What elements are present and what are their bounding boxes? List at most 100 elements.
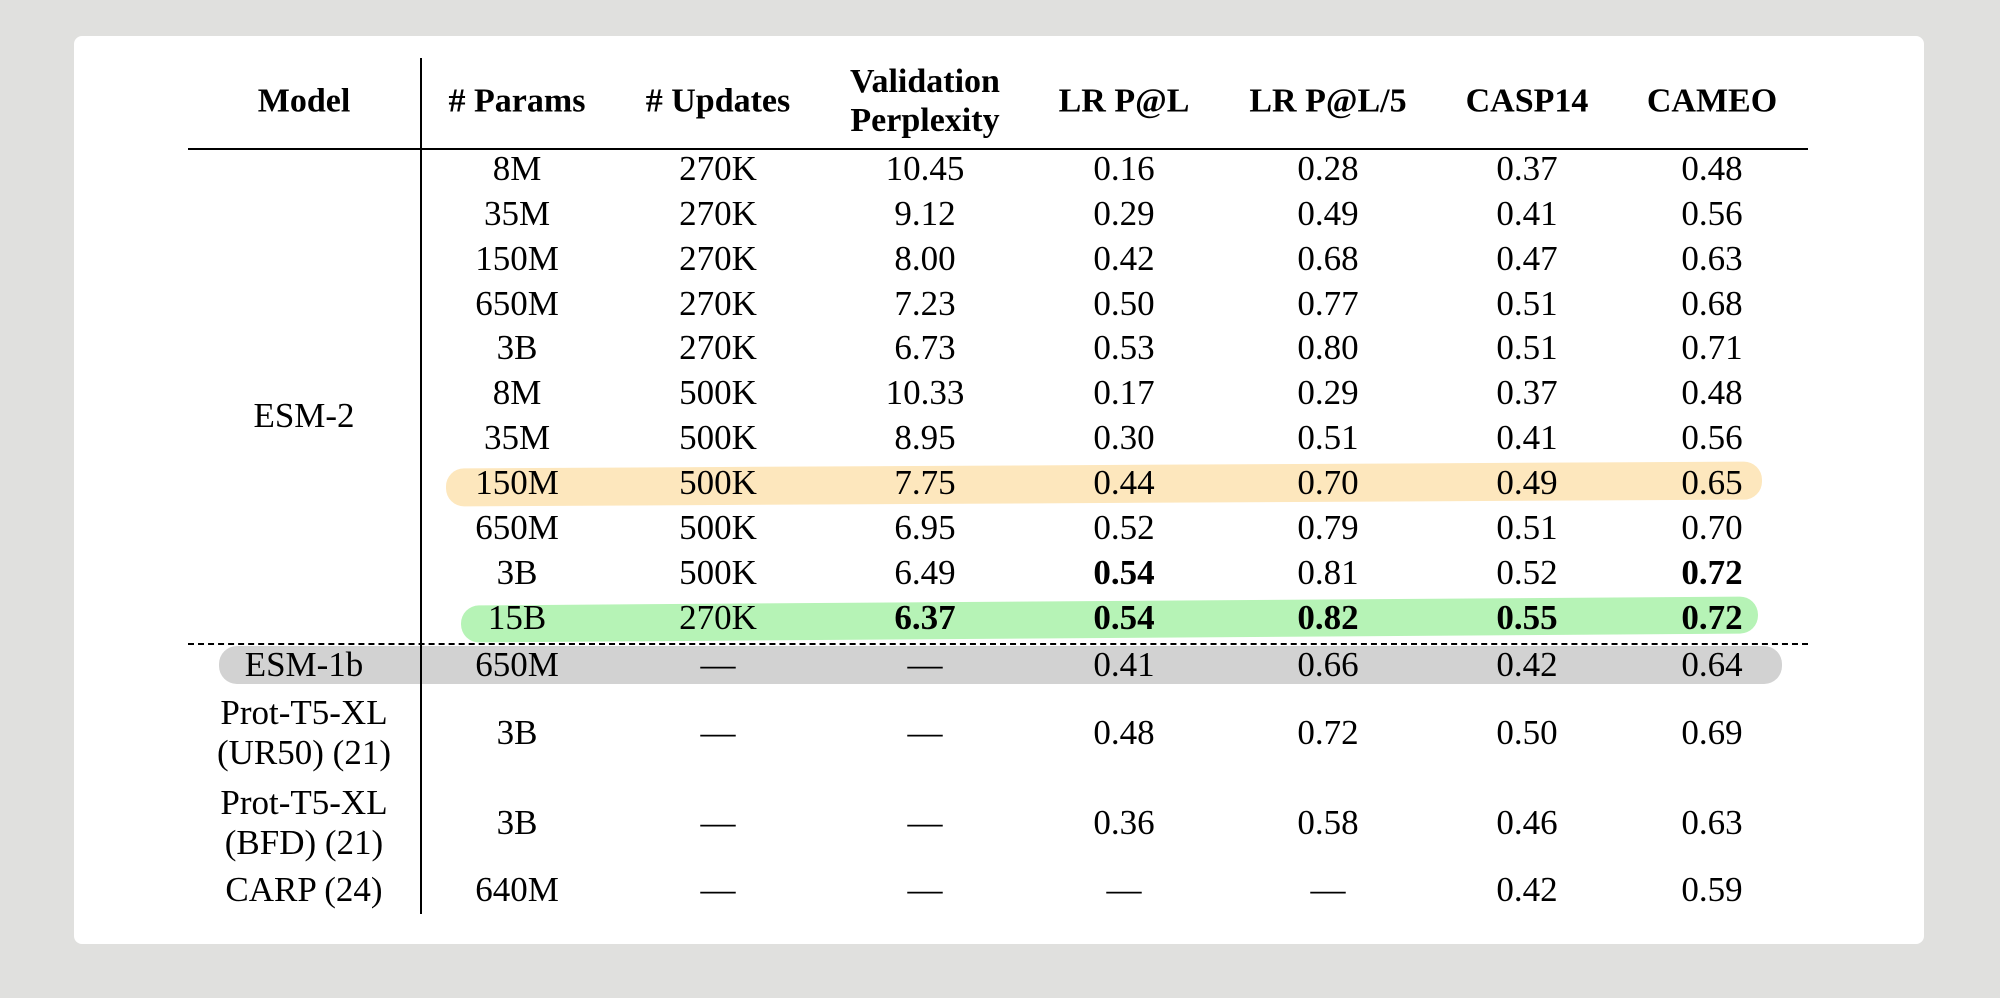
header-validation-perplexity: Validation Perplexity — [850, 62, 1000, 140]
table-cell: 0.41 — [1496, 417, 1558, 457]
table-cell: — — [1310, 869, 1346, 909]
header-rule — [188, 148, 1808, 150]
model-label: CARP (24) — [225, 870, 382, 910]
table-cell: 7.75 — [894, 462, 956, 502]
table-cell: 0.72 — [1681, 552, 1743, 592]
table-cell: 0.53 — [1093, 327, 1155, 367]
table-cell: 0.79 — [1297, 507, 1359, 547]
table-cell: 640M — [475, 869, 559, 909]
table-cell: 0.49 — [1496, 462, 1558, 502]
column-divider — [420, 58, 422, 914]
table-cell: 3B — [496, 552, 538, 592]
table-cell: — — [907, 802, 943, 842]
model-label-line: (UR50) (21) — [217, 733, 391, 772]
table-cell: 270K — [679, 283, 757, 323]
header-model: Model — [257, 82, 351, 120]
table-cell: 0.37 — [1496, 148, 1558, 188]
table-cell: 8.95 — [894, 417, 956, 457]
table-cell: 0.51 — [1496, 507, 1558, 547]
table-cell: 0.80 — [1297, 327, 1359, 367]
table-cell: 0.54 — [1093, 552, 1155, 592]
table-cell: — — [907, 712, 943, 752]
table-cell: 0.72 — [1297, 712, 1359, 752]
table-cell: 0.36 — [1093, 802, 1155, 842]
table-cell: 35M — [483, 193, 551, 233]
table-cell: 0.17 — [1093, 372, 1155, 412]
table-cell: 0.29 — [1297, 372, 1359, 412]
table-cell: 0.16 — [1093, 148, 1155, 188]
table-cell: 0.44 — [1093, 462, 1155, 502]
table-cell: 0.51 — [1297, 417, 1359, 457]
table-cell: 0.70 — [1297, 462, 1359, 502]
header-validation-perplexity-line: Validation — [850, 62, 1000, 100]
table-cell: 7.23 — [894, 283, 956, 323]
table-cell: 0.48 — [1681, 372, 1743, 412]
table-cell: 3B — [496, 327, 538, 367]
model-label-line: CARP (24) — [225, 869, 383, 909]
table-cell: 8M — [492, 372, 542, 412]
model-label: Prot-T5-XL (UR50) (21) — [217, 693, 391, 774]
table-cell: 0.48 — [1093, 712, 1155, 752]
table-cell: 0.65 — [1681, 462, 1743, 502]
table-cell: 0.42 — [1496, 869, 1558, 909]
highlight-esm1b — [219, 646, 1782, 684]
table-cell: — — [700, 869, 736, 909]
header-params: # Params — [448, 82, 586, 120]
table-cell: 0.37 — [1496, 372, 1558, 412]
table-cell: 0.55 — [1496, 597, 1558, 637]
table-cell: 0.54 — [1093, 597, 1155, 637]
model-label-esm-2: ESM-2 — [253, 395, 355, 435]
table-cell: 0.71 — [1681, 327, 1743, 367]
table-cell: 270K — [679, 193, 757, 233]
header-casp14: CASP14 — [1465, 82, 1589, 120]
table-cell: — — [1106, 869, 1142, 909]
table-cell: 650M — [475, 644, 559, 684]
table-cell: 0.63 — [1681, 238, 1743, 278]
model-label-line: (BFD) (21) — [224, 823, 384, 862]
table-cell: — — [907, 644, 943, 684]
table-cell: 8.00 — [894, 238, 956, 278]
table-cell: — — [907, 869, 943, 909]
table-cell: 0.68 — [1297, 238, 1359, 278]
table-cell: 500K — [679, 372, 757, 412]
table-cell: 0.51 — [1496, 327, 1558, 367]
table-cell: 6.73 — [894, 327, 956, 367]
table-cell: 650M — [475, 283, 559, 323]
table-cell: 0.41 — [1496, 193, 1558, 233]
table-cell: 0.41 — [1093, 644, 1155, 684]
table-cell: 8M — [492, 148, 542, 188]
table-cell: 0.46 — [1496, 802, 1558, 842]
table-cell: 3B — [496, 712, 538, 752]
table-cell: 0.42 — [1496, 644, 1558, 684]
model-label: Prot-T5-XL (BFD) (21) — [220, 783, 387, 864]
header-cameo: CAMEO — [1646, 82, 1778, 120]
header-validation-perplexity-line: Perplexity — [850, 102, 1000, 139]
table-cell: 10.45 — [885, 148, 965, 188]
table-cell: 0.28 — [1297, 148, 1359, 188]
table-cell: 0.69 — [1681, 712, 1743, 752]
table-cell: 0.52 — [1093, 507, 1155, 547]
table-cell: 6.37 — [894, 597, 956, 637]
header-lr-p-l: LR P@L — [1058, 82, 1190, 120]
table-cell: 500K — [679, 552, 757, 592]
table-cell: 500K — [679, 417, 757, 457]
table-cell: 0.51 — [1496, 283, 1558, 323]
table-cell: 10.33 — [885, 372, 965, 412]
table-cell: 3B — [496, 802, 538, 842]
table-cell: 0.66 — [1297, 644, 1359, 684]
table-cell: 0.50 — [1093, 283, 1155, 323]
table-cell: 0.29 — [1093, 193, 1155, 233]
table-cell: 0.50 — [1496, 712, 1558, 752]
model-label-line: Prot-T5-XL — [220, 692, 388, 732]
table-cell: 150M — [475, 238, 559, 278]
table-cell: 9.12 — [894, 193, 956, 233]
table-cell: 270K — [679, 597, 757, 637]
table-cell: 650M — [475, 507, 559, 547]
table-cell: 0.30 — [1093, 417, 1155, 457]
table-cell: 270K — [679, 148, 757, 188]
table-cell: — — [700, 712, 736, 752]
header-updates: # Updates — [645, 82, 791, 120]
table-cell: 0.82 — [1297, 597, 1359, 637]
table-cell: 0.63 — [1681, 802, 1743, 842]
table-cell: 500K — [679, 462, 757, 502]
